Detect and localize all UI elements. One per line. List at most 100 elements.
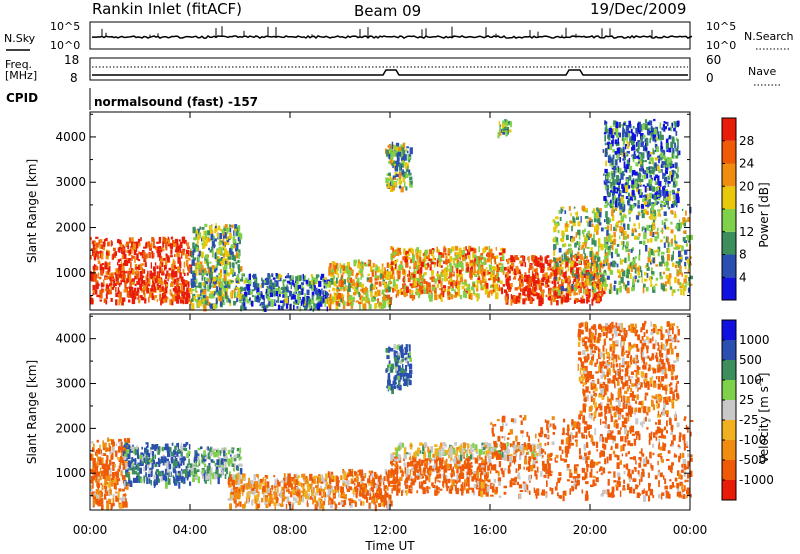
- scatter-cell: [149, 449, 152, 455]
- scatter-cell: [225, 291, 227, 299]
- scatter-cell: [615, 129, 619, 136]
- scatter-cell: [348, 283, 351, 286]
- scatter-cell: [473, 254, 477, 258]
- scatter-cell: [290, 275, 294, 280]
- scatter-cell: [528, 288, 532, 293]
- scatter-cell: [508, 287, 512, 292]
- scatter-cell: [627, 223, 630, 230]
- scatter-cell: [667, 201, 669, 209]
- scatter-cell: [425, 263, 429, 266]
- scatter-cell: [416, 252, 419, 260]
- scatter-cell: [183, 443, 187, 448]
- scatter-cell: [608, 128, 612, 135]
- scatter-cell: [155, 461, 158, 465]
- scatter-cell: [410, 259, 412, 264]
- scatter-cell: [153, 295, 156, 301]
- scatter-cell: [684, 249, 688, 255]
- scatter-cell: [599, 208, 602, 212]
- scatter-cell: [396, 178, 399, 181]
- scatter-region: [390, 245, 506, 302]
- scatter-cell: [594, 293, 598, 300]
- scatter-cell: [266, 285, 269, 289]
- scatter-cell: [673, 121, 676, 126]
- scatter-cell: [156, 265, 159, 270]
- scatter-cell: [612, 128, 615, 134]
- scatter-cell: [416, 264, 419, 271]
- scatter-cell: [482, 271, 486, 276]
- scatter-cell: [125, 468, 129, 475]
- scatter-cell: [548, 296, 552, 301]
- scatter-cell: [668, 206, 671, 210]
- scatter-cell: [648, 161, 651, 165]
- scatter-cell: [352, 296, 355, 300]
- scatter-cell: [589, 233, 592, 238]
- scatter-cell: [586, 255, 588, 259]
- scatter-cell: [284, 297, 288, 304]
- scatter-cell: [90, 480, 93, 484]
- scatter-cell: [179, 241, 183, 249]
- scatter-cell: [429, 295, 432, 302]
- scatter-cell: [591, 223, 594, 227]
- scatter-cell: [658, 181, 662, 187]
- scatter-cell: [405, 286, 409, 293]
- scatter-cell: [672, 289, 676, 293]
- scatter-cell: [221, 296, 224, 302]
- scatter-cell: [167, 236, 170, 240]
- scatter-cell: [531, 270, 534, 275]
- scatter-cell: [333, 291, 335, 297]
- scatter-cell: [580, 247, 583, 250]
- scatter-cell: [249, 300, 252, 305]
- scatter-cell: [498, 263, 502, 266]
- scatter-cell: [603, 237, 607, 243]
- scatter-cell: [261, 279, 265, 284]
- scatter-cell: [381, 265, 384, 273]
- scatter-cell: [386, 271, 390, 277]
- scatter-cell: [395, 279, 399, 282]
- scatter-cell: [475, 256, 478, 259]
- scatter-cell: [95, 273, 97, 281]
- scatter-cell: [650, 132, 654, 137]
- scatter-cell: [276, 300, 278, 303]
- scatter-cell: [189, 481, 192, 486]
- scatter-cell: [206, 254, 209, 260]
- scatter-cell: [661, 127, 664, 131]
- scatter-cell: [476, 280, 480, 283]
- scatter-cell: [200, 287, 203, 290]
- scatter-cell: [621, 183, 624, 189]
- scatter-cell: [542, 276, 546, 281]
- scatter-cell: [494, 257, 496, 264]
- scatter-cell: [176, 245, 179, 248]
- scatter-cell: [213, 243, 216, 249]
- scatter-cell: [136, 463, 140, 471]
- scatter-cell: [385, 289, 388, 293]
- scatter-cell: [177, 257, 181, 264]
- scatter-cell: [605, 241, 609, 245]
- scatter-cell: [672, 195, 675, 200]
- scatter-cell: [648, 216, 652, 219]
- scatter-cell: [237, 264, 240, 270]
- scatter-cell: [538, 283, 542, 291]
- scatter-cell: [604, 198, 607, 204]
- scatter-cell: [637, 155, 641, 160]
- scatter-cell: [625, 248, 629, 252]
- scatter-cell: [398, 178, 402, 185]
- scatter-cell: [340, 285, 344, 290]
- scatter-cell: [522, 289, 526, 296]
- scatter-cell: [609, 204, 613, 209]
- scatter-cell: [615, 126, 619, 132]
- scatter-cell: [619, 148, 623, 153]
- scatter-cell: [562, 243, 566, 248]
- scatter-cell: [530, 280, 533, 287]
- scatter-cell: [623, 152, 626, 158]
- scatter-cell: [657, 212, 661, 217]
- scatter-cell: [209, 303, 212, 308]
- scatter-cell: [422, 258, 426, 263]
- scatter-cell: [665, 143, 669, 150]
- scatter-cell: [205, 281, 209, 285]
- scatter-cell: [349, 277, 353, 283]
- scatter-cell: [565, 221, 568, 224]
- scatter-cell: [456, 275, 459, 282]
- scatter-cell: [129, 288, 132, 296]
- scatter-cell: [573, 206, 576, 209]
- scatter-cell: [118, 239, 122, 245]
